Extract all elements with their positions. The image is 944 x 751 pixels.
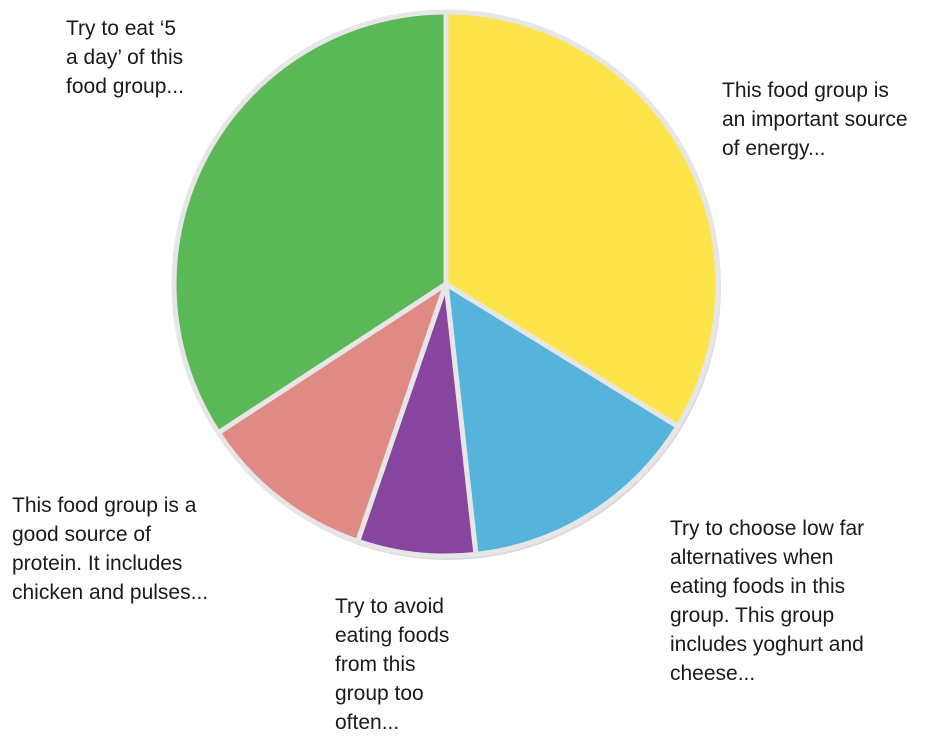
label-line: a day’ of this bbox=[66, 46, 184, 69]
label-line: eating foods in this bbox=[670, 575, 846, 598]
label-line: good source of bbox=[12, 523, 151, 546]
pie-slice-yellow bbox=[443, 9, 721, 429]
label-line: Try to choose low far bbox=[670, 517, 865, 540]
label-line: cheese... bbox=[670, 662, 756, 685]
pie-slice-green bbox=[171, 9, 449, 436]
label-line: This food group is a bbox=[12, 494, 197, 517]
pie-slice-blue bbox=[443, 281, 681, 557]
label-yellow-slice: This food group is an important source o… bbox=[722, 76, 908, 163]
label-line: food group... bbox=[66, 75, 184, 98]
label-line: Try to eat ‘5 bbox=[66, 17, 177, 40]
label-line: eating foods bbox=[335, 624, 450, 647]
label-line: Try to avoid bbox=[335, 595, 444, 618]
label-line: protein. It includes bbox=[12, 552, 183, 575]
label-green-slice: Try to eat ‘5 a day’ of this food group.… bbox=[66, 14, 184, 101]
label-purple-slice: Try to avoid eating foods from this grou… bbox=[335, 592, 449, 737]
label-line: of energy... bbox=[722, 137, 826, 160]
pie-slice-pink bbox=[215, 281, 449, 544]
label-line: This food group is bbox=[722, 79, 889, 102]
label-line: group too bbox=[335, 682, 424, 705]
label-line: an important source bbox=[722, 108, 908, 131]
label-line: often... bbox=[335, 711, 400, 734]
label-line: group. This group bbox=[670, 604, 835, 627]
label-line: alternatives when bbox=[670, 546, 834, 569]
label-line: includes yoghurt and bbox=[670, 633, 864, 656]
label-line: chicken and pulses... bbox=[12, 581, 209, 604]
label-line: from this bbox=[335, 653, 416, 676]
label-blue-slice: Try to choose low far alternatives when … bbox=[670, 514, 864, 688]
label-pink-slice: This food group is a good source of prot… bbox=[12, 491, 208, 607]
